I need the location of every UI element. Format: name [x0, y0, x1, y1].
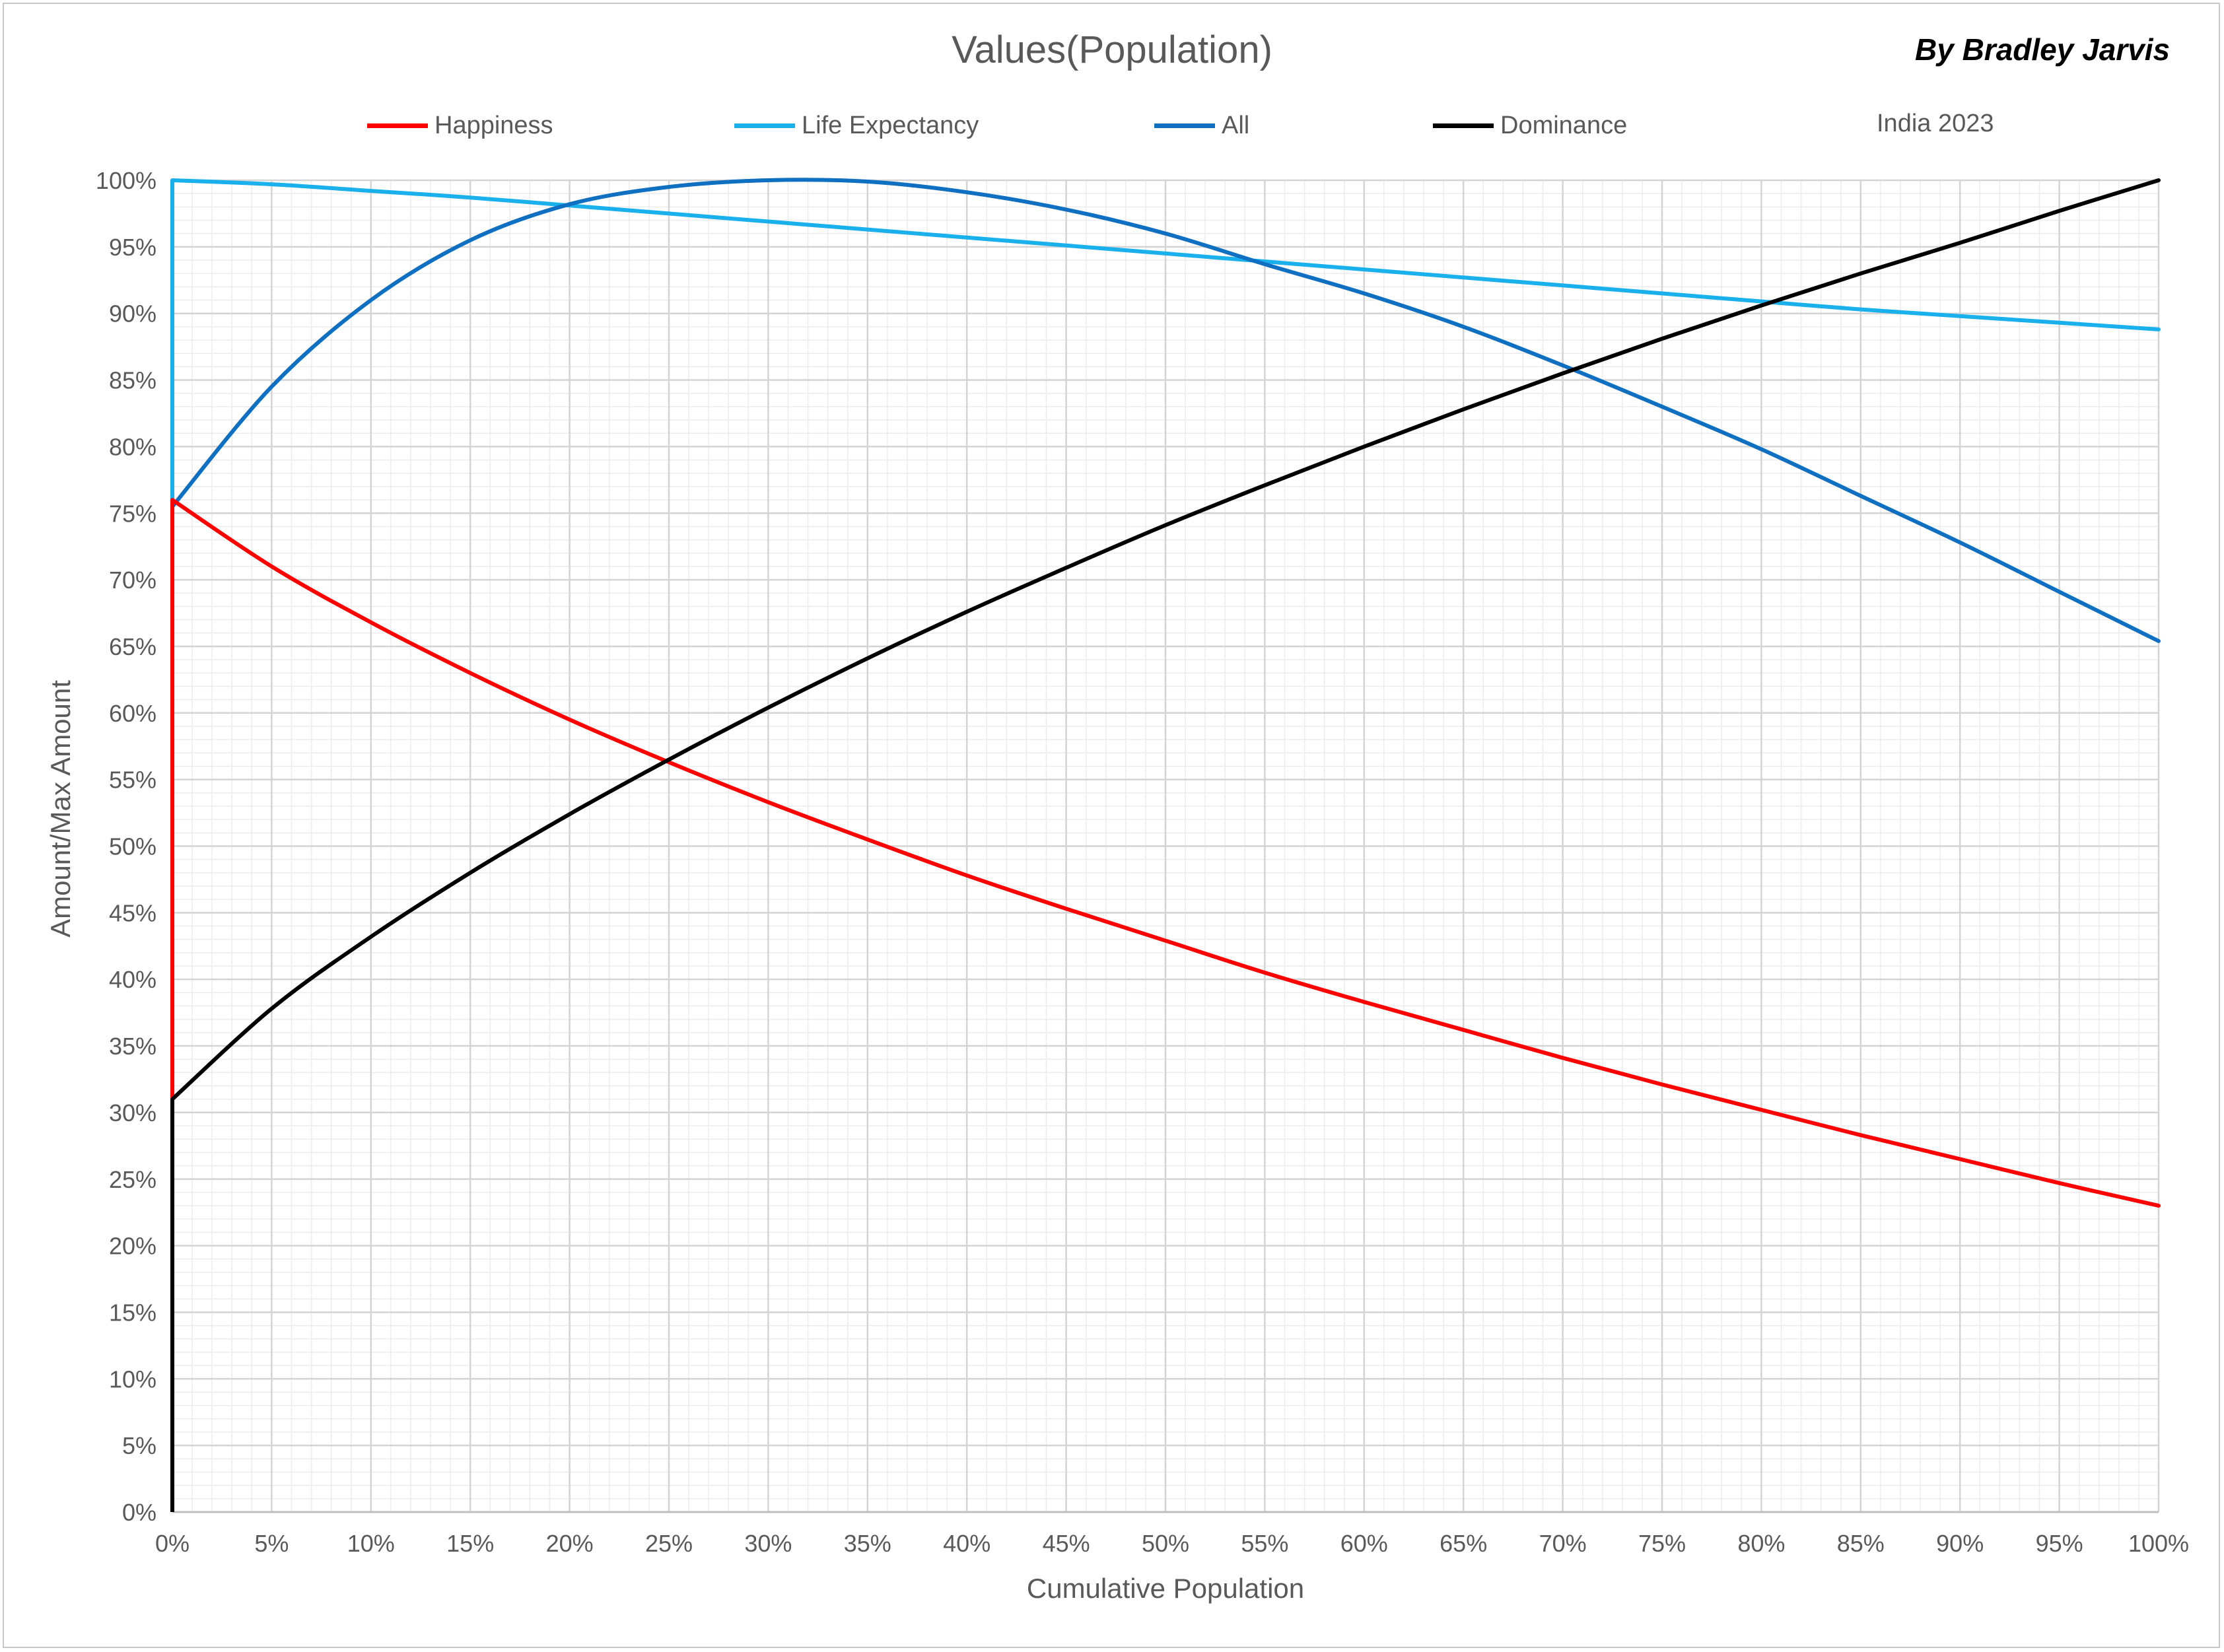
x-tick-label: 30% — [744, 1530, 792, 1557]
y-tick-label: 75% — [109, 500, 156, 527]
x-tick-label: 5% — [254, 1530, 289, 1557]
chart-title: Values(Population) — [952, 28, 1272, 71]
series-line-all — [170, 178, 2161, 643]
y-axis-label: Amount/Max Amount — [45, 680, 76, 938]
x-tick-label: 35% — [844, 1530, 891, 1557]
y-tick-label: 5% — [122, 1432, 156, 1459]
y-tick-label: 0% — [122, 1499, 156, 1526]
series-line-dominance — [170, 178, 2161, 1101]
legend-item-dominance: Dominance — [1433, 106, 1627, 145]
y-tick-label: 20% — [109, 1233, 156, 1260]
y-tick-label: 65% — [109, 633, 156, 660]
legend-label-dominance: Dominance — [1500, 111, 1628, 139]
y-tick-label: 70% — [109, 567, 156, 594]
y-tick-label: 80% — [109, 433, 156, 460]
y-tick-label: 45% — [109, 899, 156, 926]
x-tick-label: 65% — [1440, 1530, 1487, 1557]
x-tick-label: 85% — [1837, 1530, 1885, 1557]
legend-label-all: All — [1222, 111, 1250, 139]
y-tick-label: 90% — [109, 300, 156, 327]
y-tick-label: 95% — [109, 234, 156, 261]
x-tick-label: 45% — [1043, 1530, 1090, 1557]
x-tick-label: 70% — [1539, 1530, 1587, 1557]
legend-item-all: All — [1154, 106, 1249, 145]
y-tick-label: 15% — [109, 1299, 156, 1326]
y-tick-label: 40% — [109, 966, 156, 993]
x-tick-label: 0% — [155, 1530, 190, 1557]
legend-swatch-dominance — [1433, 123, 1494, 128]
x-tick-label: 80% — [1737, 1530, 1785, 1557]
x-tick-label: 15% — [446, 1530, 494, 1557]
legend-label-life-expectancy: Life Expectancy — [802, 111, 979, 139]
x-tick-label: 95% — [2036, 1530, 2083, 1557]
series-line-happiness — [170, 498, 2161, 1208]
major-gridlines — [171, 179, 2160, 1513]
legend: Happiness Life Expectancy All Dominance — [0, 106, 2224, 145]
x-tick-label: 55% — [1241, 1530, 1288, 1557]
y-tick-label: 25% — [109, 1166, 156, 1193]
x-tick-label: 10% — [347, 1530, 395, 1557]
legend-label-happiness: Happiness — [434, 111, 553, 139]
x-axis-label: Cumulative Population — [1026, 1573, 1305, 1604]
chart-frame — [3, 3, 2220, 1648]
legend-item-life-expectancy: Life Expectancy — [734, 106, 979, 145]
x-tick-labels: 0% 5% 10% 15% 20% 25% 30% 35% 40% 45% 50% 55% 60% 65%… — [155, 1530, 2189, 1557]
y-tick-labels: 0% 5% 10% 15% 20% 25% 30% 35% 40% 45% 50% 55% 60% 65%… — [96, 167, 156, 1526]
x-tick-label: 25% — [645, 1530, 693, 1557]
author-credit: By Bradley Jarvis — [1915, 32, 2171, 67]
y-tick-label: 55% — [109, 767, 156, 794]
y-tick-label: 60% — [109, 700, 156, 727]
x-tick-label: 50% — [1142, 1530, 1189, 1557]
series-line-life-expectancy — [170, 178, 2161, 331]
legend-swatch-life-expectancy — [734, 123, 795, 128]
y-tick-label: 50% — [109, 833, 156, 860]
x-tick-label: 40% — [943, 1530, 990, 1557]
legend-note: India 2023 — [1877, 110, 1994, 137]
x-tick-label: 20% — [546, 1530, 594, 1557]
legend-swatch-happiness — [367, 123, 428, 128]
legend-swatch-all — [1154, 123, 1215, 128]
y-tick-label: 85% — [109, 367, 156, 394]
x-tick-label: 100% — [2128, 1530, 2189, 1557]
y-tick-label: 100% — [96, 167, 156, 194]
x-tick-label: 75% — [1638, 1530, 1686, 1557]
y-tick-label: 30% — [109, 1099, 156, 1126]
y-tick-label: 35% — [109, 1033, 156, 1060]
series-lines — [170, 178, 2161, 1512]
x-tick-label: 90% — [1936, 1530, 1984, 1557]
legend-item-happiness: Happiness — [367, 106, 553, 145]
x-tick-label: 60% — [1340, 1530, 1388, 1557]
y-tick-label: 10% — [109, 1365, 156, 1393]
